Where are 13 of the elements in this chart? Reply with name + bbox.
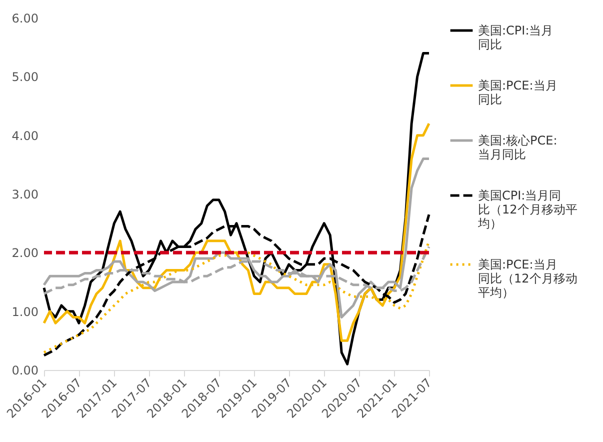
y-tick-label: 0.00 bbox=[12, 364, 38, 378]
y-tick-label: 3.00 bbox=[12, 188, 38, 202]
legend-label: 美国CPI:当月同比（12个月移动平均） bbox=[477, 188, 578, 230]
line-series bbox=[42, 158, 430, 318]
y-tick-label: 2.00 bbox=[12, 246, 38, 260]
legend-label: 美国:核心PCE:当月同比 bbox=[478, 134, 558, 162]
y-tick-label: 1.00 bbox=[12, 304, 38, 319]
legend-label: 美国:PCE:当月同比 bbox=[478, 78, 558, 106]
y-tick-label: 5.00 bbox=[12, 70, 38, 84]
y-tick-label: 4.00 bbox=[12, 128, 38, 143]
legend-label: 美国:CPI:当月同比 bbox=[478, 24, 554, 52]
legend-label: 美国:PCE:当月同比（12个月移动平均） bbox=[478, 258, 578, 300]
y-tick-label: 6.00 bbox=[12, 12, 38, 26]
